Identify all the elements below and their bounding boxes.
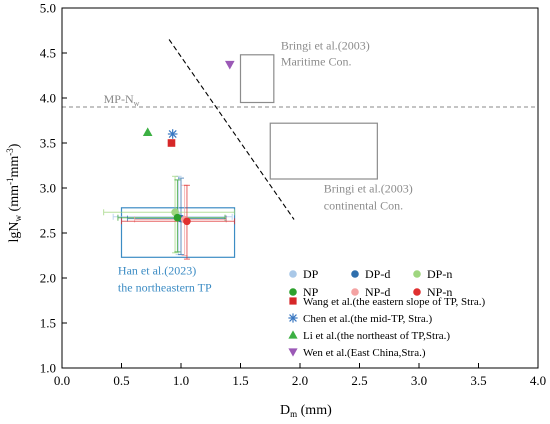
dashed-separator-line: [168, 39, 295, 220]
y-tick-label-1: 1.5: [40, 316, 56, 331]
legend-marker-0: [289, 270, 297, 278]
legend-label-ext-0: Wang et al.(the eastern slope of TP, Str…: [303, 296, 486, 308]
legend-marker-2: [413, 270, 421, 278]
data-point-5: [183, 217, 191, 226]
x-tick-label-8: 4.0: [530, 373, 546, 388]
region-continental-label-line1: Bringi et al.(2003): [324, 182, 413, 196]
y-tick-label-7: 4.5: [40, 46, 56, 61]
x-tick-label-5: 2.5: [351, 373, 367, 388]
legend-label-ext-2: Li et al.(the northeast of TP,Stra.): [303, 330, 450, 342]
x-tick-label-4: 2.0: [292, 373, 308, 388]
y-tick-label-4: 3.0: [40, 181, 56, 196]
legend-marker-ext-2: [288, 330, 298, 339]
x-tick-label-1: 0.5: [113, 373, 129, 388]
error-bars-layer: [103, 175, 236, 260]
x-tick-label-7: 3.5: [470, 373, 486, 388]
region-continental-label-line2: continental Con.: [324, 199, 403, 213]
legend-label-ext-3: Wen et al.(East China,Stra.): [303, 347, 426, 359]
data-point-7: [167, 129, 178, 139]
data-point-9: [224, 60, 235, 70]
x-axis-label: Dm (mm): [280, 403, 332, 419]
x-tick-label-0: 0.0: [54, 373, 70, 388]
labels-layer: Bringi et al.(2003) Maritime Con. Bringi e…: [104, 38, 413, 294]
y-tick-label-3: 2.5: [40, 226, 56, 241]
y-tick-label-8: 5.0: [40, 1, 56, 16]
legend-label-3: NP: [303, 285, 319, 299]
legend-marker-ext-1: [288, 313, 298, 323]
region-maritime-box: [239, 54, 275, 104]
region-han-label-line2: the northeastern TP: [118, 280, 212, 294]
regions-layer: [120, 54, 378, 258]
region-maritime-label-line1: Bringi et al.(2003): [281, 38, 370, 52]
y-tick-label-6: 4.0: [40, 91, 56, 106]
region-han-box: [120, 207, 236, 258]
legend-marker-ext-0: [289, 297, 297, 305]
region-han-label-line1: Han et al.(2023): [118, 263, 196, 277]
region-continental-box: [269, 122, 378, 180]
legend-marker-5: [413, 288, 421, 296]
data-point-6: [167, 139, 176, 147]
legend-marker-3: [289, 288, 297, 296]
reference-lines-layer: [62, 39, 538, 220]
error-bar-2: [103, 175, 236, 254]
data-point-3: [173, 213, 182, 222]
y-tick-label-5: 3.5: [40, 136, 56, 151]
points-layer: [142, 60, 235, 226]
legend-label-1: DP-d: [365, 267, 390, 281]
legend-marker-ext-3: [288, 348, 298, 357]
region-maritime-label-line2: Maritime Con.: [281, 54, 352, 68]
legend-marker-4: [351, 288, 359, 296]
mp-nw-label: MP-Nw: [104, 92, 140, 108]
error-bar-0: [112, 175, 233, 256]
x-tick-label-2: 1.0: [173, 373, 189, 388]
legend-label-4: NP-d: [365, 285, 390, 299]
error-bar-3: [117, 179, 226, 253]
legend-marker-1: [351, 270, 359, 278]
legend-label-5: NP-n: [427, 285, 452, 299]
legend-label-ext-1: Chen et al.(the mid-TP, Stra.): [303, 313, 433, 325]
y-axis-label: lgNw (mm-1mm-3): [5, 143, 23, 242]
axes-layer: 0.0 0.5 1.0 1.5 2.0 2.5 3.0 3.5 4.0 1.0 1.5 2.0 2.5 3…: [5, 1, 546, 420]
legend-label-2: DP-n: [427, 267, 452, 281]
x-tick-label-3: 1.5: [232, 373, 248, 388]
y-tick-label-0: 1.0: [40, 361, 56, 376]
y-tick-label-2: 2.0: [40, 271, 56, 286]
x-tick-label-6: 3.0: [411, 373, 427, 388]
data-point-8: [142, 127, 153, 136]
legend-label-0: DP: [303, 267, 319, 281]
error-bar-5: [121, 184, 236, 260]
